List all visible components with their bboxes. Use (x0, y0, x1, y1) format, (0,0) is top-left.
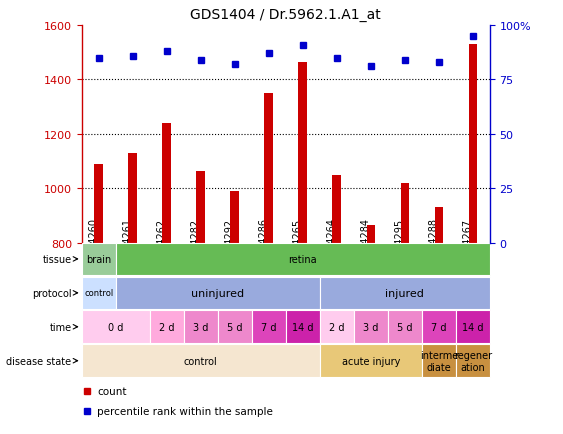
Text: uninjured: uninjured (191, 288, 244, 298)
Bar (82, 311, 150, 343)
Text: percentile rank within the sample: percentile rank within the sample (97, 406, 273, 416)
Bar (320, 345, 422, 377)
Bar (388, 311, 422, 343)
Text: 0 d: 0 d (108, 322, 123, 332)
Text: control: control (84, 289, 113, 298)
Bar (128, 154, 137, 243)
Text: control: control (184, 356, 217, 366)
Bar (82, 345, 320, 377)
Bar (115, 277, 320, 309)
Bar (184, 311, 218, 343)
Bar (333, 175, 341, 243)
Text: brain: brain (86, 254, 111, 264)
Bar (354, 311, 388, 343)
Text: 5 d: 5 d (397, 322, 413, 332)
Bar (252, 311, 286, 343)
Bar (82, 243, 115, 276)
Bar (456, 311, 490, 343)
Bar (95, 164, 103, 243)
Title: GDS1404 / Dr.5962.1.A1_at: GDS1404 / Dr.5962.1.A1_at (190, 8, 381, 22)
Bar (298, 62, 307, 243)
Text: regener
ation: regener ation (454, 350, 492, 372)
Text: 2 d: 2 d (329, 322, 345, 332)
Text: time: time (50, 322, 72, 332)
Text: count: count (97, 386, 127, 396)
Text: 5 d: 5 d (227, 322, 243, 332)
Text: tissue: tissue (42, 254, 72, 264)
Text: 7 d: 7 d (261, 322, 276, 332)
Bar (320, 277, 490, 309)
Bar (265, 94, 273, 243)
Text: injured: injured (385, 288, 424, 298)
Bar (320, 311, 354, 343)
Text: 7 d: 7 d (431, 322, 446, 332)
Bar (218, 311, 252, 343)
Bar (230, 191, 239, 243)
Bar (150, 311, 184, 343)
Text: disease state: disease state (6, 356, 72, 366)
Text: 2 d: 2 d (159, 322, 175, 332)
Text: acute injury: acute injury (342, 356, 400, 366)
Text: protocol: protocol (32, 288, 72, 298)
Bar (400, 183, 409, 243)
Bar (196, 171, 205, 243)
Text: 3 d: 3 d (193, 322, 208, 332)
Bar (422, 345, 456, 377)
Bar (285, 311, 320, 343)
Bar (162, 124, 171, 243)
Bar (82, 277, 115, 309)
Text: 3 d: 3 d (363, 322, 378, 332)
Bar (435, 208, 443, 243)
Text: interme
diate: interme diate (419, 350, 458, 372)
Text: retina: retina (288, 254, 317, 264)
Bar (456, 345, 490, 377)
Text: 14 d: 14 d (292, 322, 314, 332)
Bar (422, 311, 456, 343)
Bar (367, 225, 375, 243)
Bar (468, 45, 477, 243)
Text: 14 d: 14 d (462, 322, 484, 332)
